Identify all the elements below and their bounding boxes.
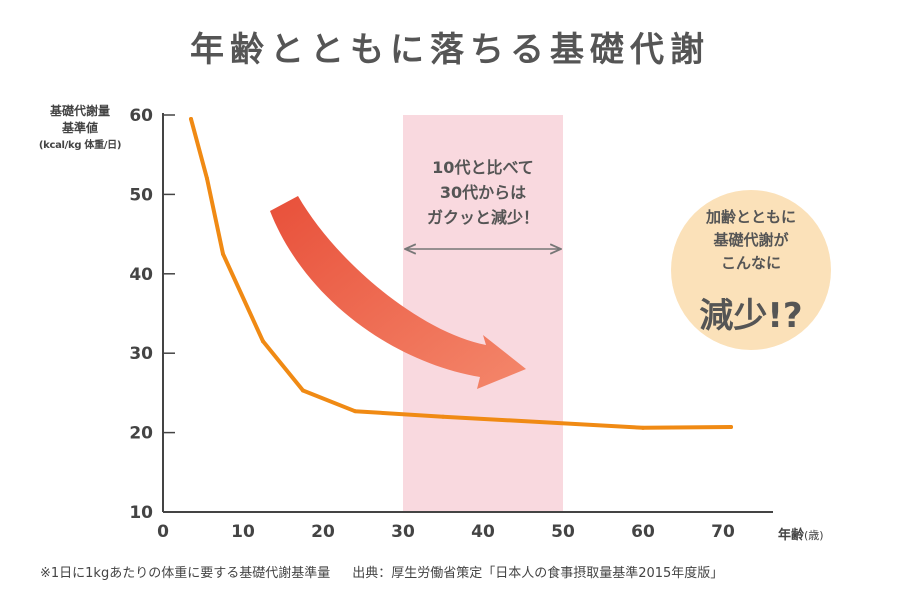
y-axis-unit: (kcal/kg 体重/日): [38, 140, 122, 151]
y-tick-label-10: 10: [129, 503, 153, 523]
data-point-17.5: [301, 388, 305, 393]
data-point-3.5: [189, 116, 193, 121]
x-tick-label-10: 10: [231, 522, 255, 542]
bubble-emphasis: 減少!?: [699, 296, 802, 336]
y-tick-label-50: 50: [129, 185, 153, 205]
x-axis-unit: (歳): [804, 529, 824, 542]
y-axis-label: 基礎代謝量 基準値 (kcal/kg 体重/日): [30, 103, 130, 154]
y-axis-label-line-1: 基礎代謝量: [49, 104, 110, 118]
bubble-line-1: 加齢とともに: [705, 208, 796, 226]
footnote-note: ※1日に1kgあたりの体重に要する基礎代謝基準量: [40, 566, 331, 581]
data-point-5.5: [205, 176, 209, 181]
data-point-12.5: [261, 339, 265, 344]
x-tick-label-60: 60: [631, 522, 655, 542]
y-tick-label-30: 30: [129, 344, 153, 364]
x-tick-label-20: 20: [311, 522, 335, 542]
chart-title: 年齢とともに落ちる基礎代謝: [190, 30, 710, 70]
data-point-71: [729, 425, 733, 430]
x-tick-label-40: 40: [471, 522, 495, 542]
bubble-circle: [671, 190, 831, 350]
band-annotation-line-1: 10代と比べて: [432, 158, 534, 177]
footnote: ※1日に1kgあたりの体重に要する基礎代謝基準量 出典：厚生労働省策定「日本人の食…: [40, 562, 723, 581]
data-point-24: [353, 409, 357, 414]
highlight-band-30-50: [403, 115, 563, 512]
x-tick-label-0: 0: [157, 522, 169, 542]
band-annotation-line-3: ガクッと減少！: [427, 208, 539, 227]
data-point-35: [441, 414, 445, 419]
x-tick-label-50: 50: [551, 522, 575, 542]
data-point-60: [641, 425, 645, 430]
x-tick-label-30: 30: [391, 522, 415, 542]
series-layer: [189, 116, 733, 430]
decline-arrow: [270, 196, 526, 389]
y-tick-label-20: 20: [129, 424, 153, 444]
y-tick-label-60: 60: [129, 106, 153, 126]
x-axis-label-text: 年齢: [778, 528, 805, 543]
footnote-source: 出典：厚生労働省策定「日本人の食事摂取量基準2015年度版」: [352, 566, 724, 581]
data-point-7.5: [221, 251, 225, 256]
x-tick-label-70: 70: [711, 522, 735, 542]
bubble-line-3: こんなに: [721, 254, 781, 272]
x-axis-label: 年齢(歳): [778, 524, 824, 543]
bubble-line-2: 基礎代謝が: [712, 231, 789, 249]
y-tick-label-40: 40: [129, 265, 153, 285]
y-axis-label-line-2: 基準値: [61, 121, 98, 135]
band-annotation-line-2: 30代からは: [440, 183, 526, 202]
axes: [162, 113, 773, 513]
